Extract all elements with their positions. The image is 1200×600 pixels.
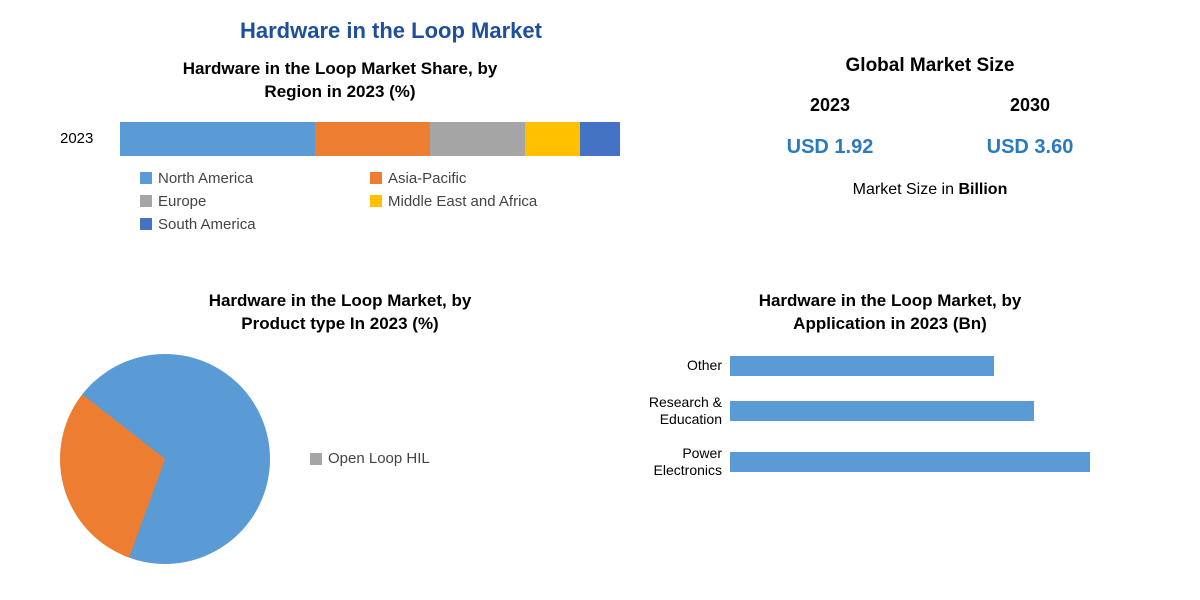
page-title: Hardware in the Loop Market xyxy=(240,18,542,44)
app-bar xyxy=(730,401,1034,421)
pie-row: Open Loop HIL xyxy=(60,354,620,564)
gms-title: Global Market Size xyxy=(730,55,1130,77)
gms-year-b: 2030 xyxy=(1010,95,1050,116)
app-title-line2: Application in 2023 (Bn) xyxy=(793,314,987,333)
gms-note-prefix: Market Size in xyxy=(853,181,959,198)
app-bar-label: Power Electronics xyxy=(610,445,730,479)
legend-item: North America xyxy=(140,170,370,187)
bar-segment xyxy=(120,122,315,156)
region-title-line2: Region in 2023 (%) xyxy=(264,82,415,101)
legend-label: Open Loop HIL xyxy=(328,450,430,467)
app-bar-row: Other xyxy=(610,356,1170,376)
region-year-label: 2023 xyxy=(60,130,120,147)
app-bar-track xyxy=(730,452,1170,472)
gms-note-bold: Billion xyxy=(958,181,1007,198)
pie-wrap xyxy=(60,354,270,564)
legend-swatch xyxy=(310,453,322,465)
app-bar-row: Research &Education xyxy=(610,394,1170,428)
bar-segment xyxy=(525,122,580,156)
product-type-pie: Hardware in the Loop Market, by Product … xyxy=(60,290,620,564)
app-title-line1: Hardware in the Loop Market, by xyxy=(759,291,1022,310)
legend-item: Asia-Pacific xyxy=(370,170,600,187)
bar-segment xyxy=(580,122,620,156)
gms-years: 2023 2030 xyxy=(730,95,1130,116)
app-bar-label: Research &Education xyxy=(610,394,730,428)
bar-segment xyxy=(315,122,430,156)
region-bar-row: 2023 xyxy=(60,122,620,156)
pie-title-line1: Hardware in the Loop Market, by xyxy=(209,291,472,310)
app-chart-body: Other Research &Education Power Electronic… xyxy=(610,356,1170,479)
pie-legend: Open Loop HIL xyxy=(310,450,430,467)
app-bar xyxy=(730,452,1090,472)
app-title: Hardware in the Loop Market, by Applicat… xyxy=(610,290,1170,336)
legend-label: North America xyxy=(158,170,253,187)
legend-item: Open Loop HIL xyxy=(310,450,430,467)
app-bar xyxy=(730,356,994,376)
app-bar-track xyxy=(730,356,1170,376)
gms-values: USD 1.92 USD 3.60 xyxy=(730,136,1130,159)
legend-swatch xyxy=(370,172,382,184)
app-bar-label: Other xyxy=(610,357,730,374)
legend-swatch xyxy=(370,195,382,207)
gms-note: Market Size in Billion xyxy=(730,181,1130,199)
legend-label: Asia-Pacific xyxy=(388,170,466,187)
legend-swatch xyxy=(140,195,152,207)
region-legend: North America Asia-Pacific Europe Middle Ea… xyxy=(140,170,620,233)
pie-title: Hardware in the Loop Market, by Product … xyxy=(60,290,620,336)
legend-swatch xyxy=(140,218,152,230)
region-share-chart: Hardware in the Loop Market Share, by Re… xyxy=(60,58,620,233)
legend-item: Europe xyxy=(140,193,370,210)
legend-item: South America xyxy=(140,216,370,233)
region-title-line1: Hardware in the Loop Market Share, by xyxy=(183,59,498,78)
legend-swatch xyxy=(140,172,152,184)
pie-title-line2: Product type In 2023 (%) xyxy=(241,314,438,333)
app-bar-track xyxy=(730,401,1170,421)
region-chart-title: Hardware in the Loop Market Share, by Re… xyxy=(60,58,620,104)
stacked-bar xyxy=(120,122,620,156)
legend-label: Middle East and Africa xyxy=(388,193,537,210)
gms-year-a: 2023 xyxy=(810,95,850,116)
global-market-size: Global Market Size 2023 2030 USD 1.92 US… xyxy=(730,55,1130,199)
legend-label: South America xyxy=(158,216,256,233)
gms-value-a: USD 1.92 xyxy=(787,136,874,159)
application-bar-chart: Hardware in the Loop Market, by Applicat… xyxy=(610,290,1170,497)
bar-segment xyxy=(430,122,525,156)
app-bar-row: Power Electronics xyxy=(610,445,1170,479)
legend-item: Middle East and Africa xyxy=(370,193,600,210)
legend-label: Europe xyxy=(158,193,206,210)
pie-circle xyxy=(60,354,270,564)
gms-value-b: USD 3.60 xyxy=(987,136,1074,159)
